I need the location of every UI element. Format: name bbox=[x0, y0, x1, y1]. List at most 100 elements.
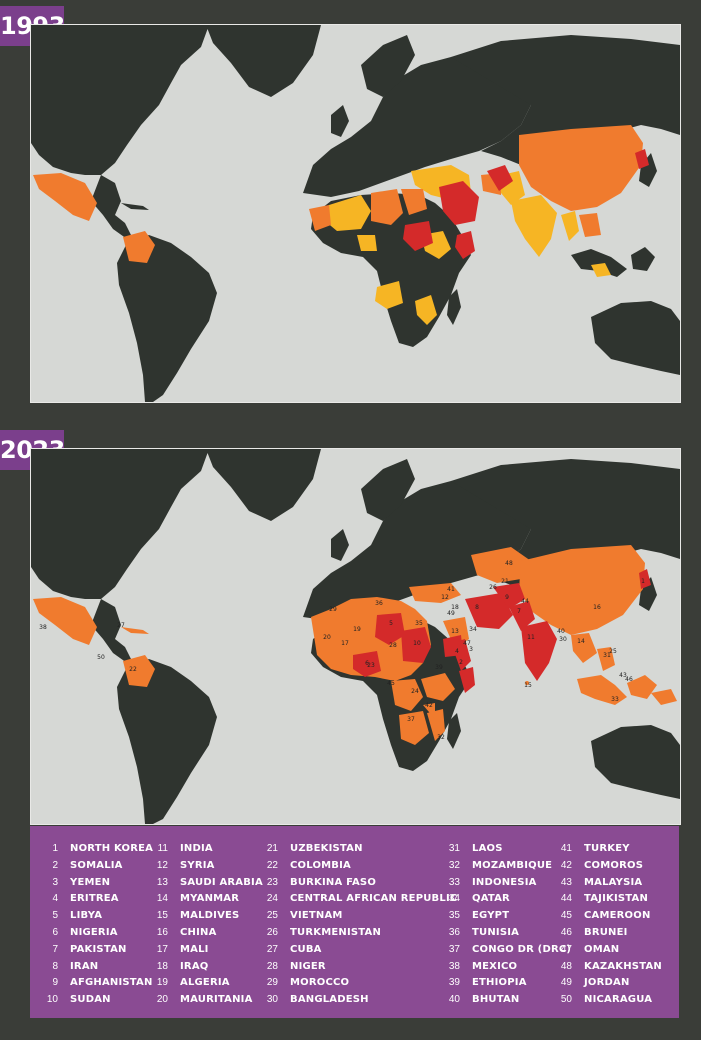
legend-item: 24 CENTRAL AFRICAN REPUBLIC bbox=[256, 890, 457, 907]
map-number-label: 27 bbox=[117, 622, 125, 629]
map-number-label: 29 bbox=[329, 606, 337, 613]
legend-rank: 48 bbox=[560, 960, 572, 972]
legend-country: ALGERIA bbox=[180, 977, 230, 989]
small-territories-2023 bbox=[121, 627, 529, 685]
legend-rank: 7 bbox=[52, 943, 58, 955]
legend-item: 32 MOZAMBIQUE bbox=[438, 857, 571, 874]
legend-rank: 27 bbox=[266, 943, 278, 955]
legend-country: TUNISIA bbox=[472, 926, 520, 938]
map-number-label: 22 bbox=[129, 666, 137, 673]
legend-item: 44 TAJIKISTAN bbox=[550, 890, 662, 907]
legend-item: 13 SAUDI ARABIA bbox=[146, 874, 263, 891]
legend-country: TURKEY bbox=[584, 843, 630, 854]
map-number-label: 10 bbox=[413, 640, 421, 647]
map-number-label: 9 bbox=[505, 594, 509, 601]
legend-item: 28 NIGER bbox=[256, 958, 457, 975]
map-number-label: 49 bbox=[447, 610, 455, 617]
legend-country: MOROCCO bbox=[290, 977, 350, 989]
map-number-label: 20 bbox=[323, 634, 331, 641]
legend-item: 36 TUNISIA bbox=[438, 924, 571, 941]
legend-country: NIGERIA bbox=[70, 926, 118, 938]
legend-item: 9 AFGHANISTAN bbox=[36, 974, 153, 991]
map-number-label: 37 bbox=[407, 716, 415, 723]
legend-rank: 22 bbox=[266, 859, 278, 871]
legend-item: 43 MALAYSIA bbox=[550, 874, 662, 891]
map-number-label: 31 bbox=[603, 652, 611, 659]
legend-column-5: 41 TURKEY 42 COMOROS 43 MALAYSIA 44 TAJIKISTAN 4… bbox=[550, 840, 662, 1008]
legend-item: 34 QATAR bbox=[438, 890, 571, 907]
legend-country: VIETNAM bbox=[290, 910, 343, 922]
legend-rank: 36 bbox=[448, 926, 460, 938]
legend-country: TURKMENISTAN bbox=[290, 926, 382, 938]
map-number-label: 43 bbox=[619, 672, 627, 679]
legend-rank: 45 bbox=[560, 910, 572, 922]
legend-country: CUBA bbox=[290, 943, 322, 955]
legend-country: BRUNEI bbox=[584, 926, 628, 938]
legend-rank: 6 bbox=[52, 926, 58, 938]
legend-rank: 50 bbox=[560, 994, 572, 1006]
legend-item: 18 IRAQ bbox=[146, 958, 263, 975]
map-number-label: 15 bbox=[524, 682, 532, 689]
legend-rank: 9 bbox=[52, 977, 58, 989]
legend-item: 6 NIGERIA bbox=[36, 924, 153, 941]
legend-country: MALAYSIA bbox=[584, 876, 643, 888]
legend-column-4: 31 LAOS 32 MOZAMBIQUE 33 INDONESIA 34 QATAR 35 EG… bbox=[438, 840, 571, 1008]
map-number-label: 8 bbox=[475, 604, 479, 611]
legend-item: 39 ETHIOPIA bbox=[438, 974, 571, 991]
map-number-label: 34 bbox=[469, 626, 477, 633]
legend-item: 12 SYRIA bbox=[146, 857, 263, 874]
map-number-label: 7 bbox=[517, 608, 521, 615]
map-number-label: 50 bbox=[97, 654, 105, 661]
legend-rank: 31 bbox=[448, 843, 460, 854]
country-ranking-legend: 1 NORTH KOREA 2 SOMALIA 3 YEMEN 4 ERITREA 5 LIBYA… bbox=[30, 826, 679, 1018]
legend-rank: 11 bbox=[157, 843, 168, 854]
legend-rank: 38 bbox=[448, 960, 460, 972]
map-number-label: 19 bbox=[353, 626, 361, 633]
legend-rank: 12 bbox=[156, 859, 168, 871]
legend-country: CHINA bbox=[180, 926, 217, 938]
legend-country: LAOS bbox=[472, 843, 503, 854]
map-number-label: 39 bbox=[435, 664, 443, 671]
map-number-label: 2 bbox=[459, 659, 463, 666]
legend-country: MALDIVES bbox=[180, 910, 240, 922]
legend-rank: 40 bbox=[448, 994, 460, 1006]
legend-item: 2 SOMALIA bbox=[36, 857, 153, 874]
very-high-1993 bbox=[33, 125, 643, 263]
map-number-label: 11 bbox=[527, 634, 535, 641]
legend-country: INDONESIA bbox=[472, 876, 537, 888]
map-number-label: 25 bbox=[609, 648, 617, 655]
legend-item: 23 BURKINA FASO bbox=[256, 874, 457, 891]
legend-country: INDIA bbox=[180, 843, 213, 854]
map-number-label: 41 bbox=[447, 586, 455, 593]
legend-rank: 25 bbox=[266, 910, 278, 922]
map-number-label: 46 bbox=[625, 676, 633, 683]
legend-country: COLOMBIA bbox=[290, 859, 351, 871]
legend-rank: 2 bbox=[52, 859, 58, 871]
legend-country: YEMEN bbox=[70, 876, 111, 888]
legend-item: 7 PAKISTAN bbox=[36, 941, 153, 958]
legend-country: NICARAGUA bbox=[584, 994, 653, 1006]
legend-item: 16 CHINA bbox=[146, 924, 263, 941]
legend-item: 8 IRAN bbox=[36, 958, 153, 975]
map-number-label: 23 bbox=[367, 662, 375, 669]
legend-country: BANGLADESH bbox=[290, 994, 369, 1006]
map-number-label: 26 bbox=[489, 584, 497, 591]
legend-rank: 15 bbox=[156, 910, 168, 922]
legend-country: TAJIKISTAN bbox=[584, 893, 649, 905]
map-number-label: 16 bbox=[593, 604, 601, 611]
legend-item: 15 MALDIVES bbox=[146, 907, 263, 924]
map-number-label: 47 bbox=[463, 640, 471, 647]
map-number-label: 35 bbox=[415, 620, 423, 627]
legend-item: 21 UZBEKISTAN bbox=[256, 840, 457, 857]
map-number-label: 18 bbox=[451, 604, 459, 611]
map-number-label: 6 bbox=[365, 660, 369, 667]
very-high-2023 bbox=[33, 545, 677, 745]
map-number-label: 21 bbox=[501, 578, 509, 585]
legend-item: 5 LIBYA bbox=[36, 907, 153, 924]
legend-item: 42 COMOROS bbox=[550, 857, 662, 874]
map-number-label: 48 bbox=[505, 560, 513, 567]
legend-item: 29 MOROCCO bbox=[256, 974, 457, 991]
map-1993-svg bbox=[31, 25, 680, 402]
legend-item: 3 YEMEN bbox=[36, 874, 153, 891]
legend-country: QATAR bbox=[472, 893, 510, 905]
